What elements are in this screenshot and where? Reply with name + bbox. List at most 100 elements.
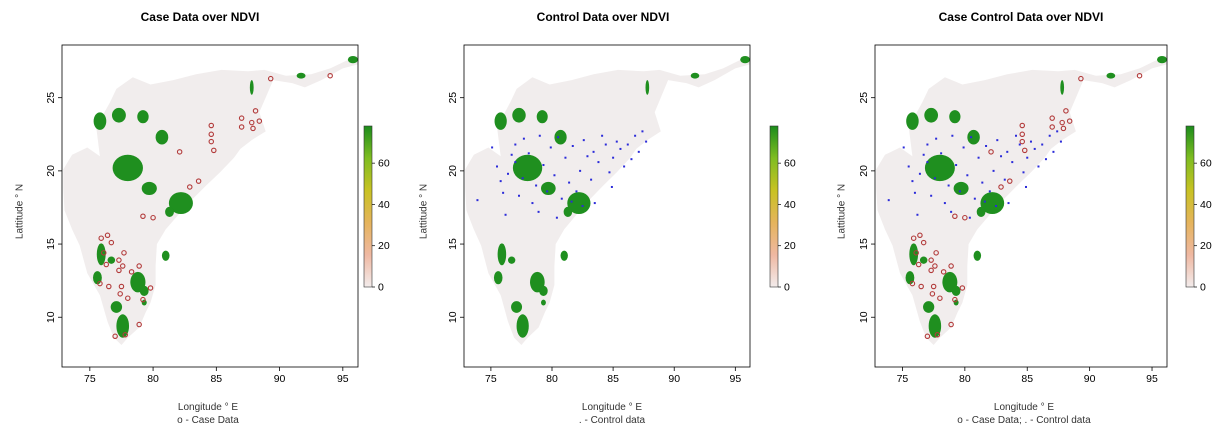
control-point <box>499 180 502 183</box>
x-tick-label: 85 <box>210 373 222 385</box>
x-tick-label: 80 <box>147 373 159 385</box>
ndvi-high-patch <box>906 112 919 130</box>
control-point <box>590 178 593 181</box>
x-tick-label: 95 <box>337 373 349 385</box>
case-point <box>948 321 954 328</box>
control-point <box>973 197 976 200</box>
control-point <box>615 140 618 143</box>
colorbar-tick-label: 20 <box>784 240 796 252</box>
map-layer <box>465 55 750 345</box>
ndvi-high-patch <box>110 301 123 313</box>
colorbar-tick-label: 0 <box>378 282 384 294</box>
case-point <box>117 291 123 297</box>
ndvi-high-patch <box>161 250 170 261</box>
x-tick-label: 95 <box>1146 373 1158 385</box>
control-point <box>518 194 520 197</box>
ndvi-high-patch <box>740 55 750 64</box>
case-point <box>252 108 259 114</box>
case-point <box>948 263 954 269</box>
control-point <box>950 210 953 213</box>
case-point <box>928 257 934 263</box>
ndvi-high-patch <box>973 250 982 261</box>
control-point <box>568 181 571 184</box>
ndvi-high-patch <box>541 299 546 306</box>
control-point <box>933 177 936 180</box>
control-point <box>571 144 574 147</box>
x-tick-label: 80 <box>546 373 558 385</box>
ndvi-high-patch <box>541 181 556 196</box>
case-point <box>103 261 110 268</box>
y-tick-label: 15 <box>447 238 459 250</box>
ndvi-high-patch <box>497 243 507 266</box>
control-point <box>907 165 910 168</box>
case-point <box>97 280 103 287</box>
control-point <box>943 202 946 205</box>
control-point <box>560 197 563 200</box>
case-point <box>140 296 146 303</box>
control-point <box>586 155 589 158</box>
y-tick-label: 25 <box>858 92 870 104</box>
ndvi-high-patch <box>141 181 157 196</box>
x-axis-label: Longitude ° E <box>993 402 1055 413</box>
ndvi-high-patch <box>111 107 126 123</box>
y-tick-label: 15 <box>858 238 870 250</box>
control-point <box>1056 130 1059 133</box>
ndvi-high-patch <box>924 154 955 182</box>
legend-sublabel: o - Case Data; . - Control data <box>957 415 1091 426</box>
case-point <box>962 214 968 221</box>
ndvi-high-patch <box>107 256 116 264</box>
control-point <box>1024 185 1027 188</box>
case-point <box>913 250 919 256</box>
panel-case: Case Data over NDVI 75 80 85 90 95 10 15 20 25 0 2… <box>0 0 400 435</box>
control-point <box>988 190 991 193</box>
control-point <box>579 169 582 172</box>
ndvi-high-patch <box>347 55 358 64</box>
case-point <box>176 149 183 155</box>
ndvi-high-patch <box>168 192 193 215</box>
case-point <box>118 283 125 290</box>
case-point <box>1136 72 1143 79</box>
control-point <box>922 153 925 156</box>
control-point <box>637 150 640 153</box>
case-point <box>952 213 958 219</box>
control-point <box>538 134 541 137</box>
case-point <box>100 250 107 256</box>
case-point <box>128 269 135 275</box>
x-tick-label: 90 <box>668 373 680 385</box>
control-point <box>1000 155 1003 158</box>
colorbar-tick-label: 40 <box>378 199 390 211</box>
control-point <box>608 171 611 174</box>
panel-title: Case Control Data over NDVI <box>938 10 1104 24</box>
control-point <box>1059 140 1062 143</box>
ndvi-high-patch <box>980 192 1005 215</box>
control-point <box>913 191 916 194</box>
y-tick-label: 10 <box>447 311 459 323</box>
case-point <box>928 267 934 274</box>
case-point <box>136 263 142 269</box>
control-point <box>491 146 494 149</box>
case-point <box>248 119 255 126</box>
ndvi-high-patch <box>967 129 980 145</box>
control-point <box>522 137 525 140</box>
case-point <box>1049 115 1055 121</box>
ndvi-high-patch <box>1060 80 1065 95</box>
case-point <box>929 291 936 297</box>
case-point <box>327 72 333 79</box>
case-point <box>1019 131 1025 138</box>
case-point <box>195 178 202 184</box>
case-point <box>116 257 122 263</box>
control-point <box>1033 147 1036 150</box>
control-point <box>955 164 958 167</box>
control-point <box>1029 140 1032 143</box>
control-point <box>601 134 604 137</box>
control-point <box>527 152 530 155</box>
ndvi-high-patch <box>536 110 548 124</box>
control-point <box>981 181 984 184</box>
case-point <box>1049 124 1055 130</box>
map-layer <box>876 55 1167 345</box>
case-point <box>940 269 947 275</box>
control-point <box>958 190 961 193</box>
control-point <box>641 130 644 133</box>
control-point <box>502 191 505 194</box>
case-point <box>1007 178 1013 184</box>
